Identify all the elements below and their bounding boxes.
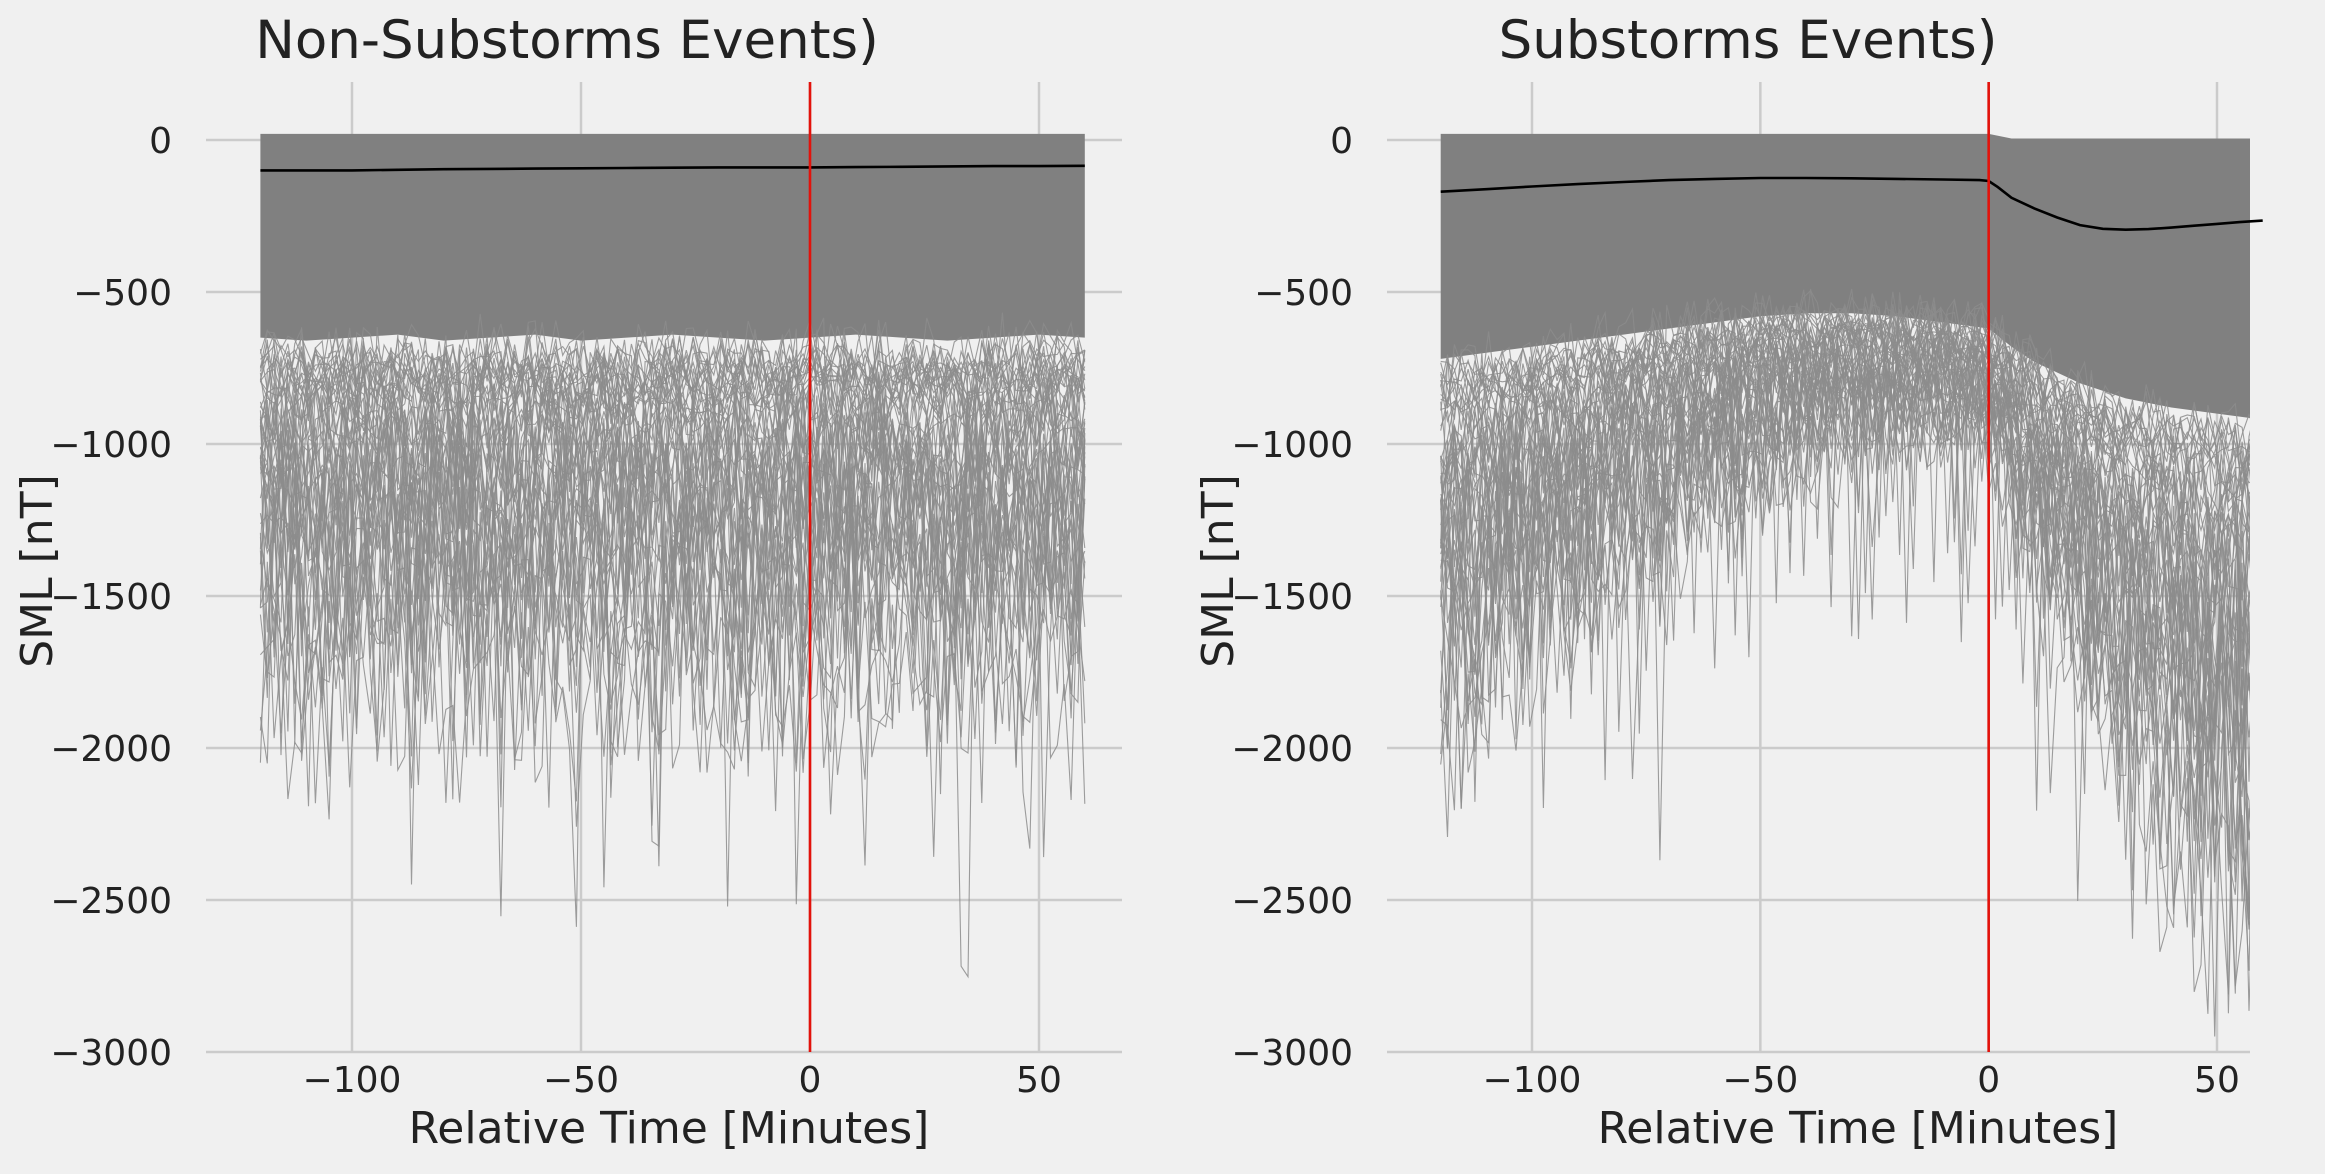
- sml-trace: [259, 431, 1086, 866]
- sml-trace: [1440, 330, 2250, 883]
- y-tick-label: 0: [1330, 121, 1353, 162]
- left-y-axis-label: SML [nT]: [12, 474, 63, 668]
- y-tick-label: −500: [73, 273, 172, 314]
- sml-trace: [1440, 330, 2250, 925]
- y-tick-label: −500: [1254, 273, 1353, 314]
- sml-trace: [1440, 292, 2250, 640]
- sml-trace: [1440, 346, 2250, 860]
- sml-trace: [1440, 296, 2250, 662]
- y-tick-label: −1500: [1231, 577, 1353, 618]
- sml-trace: [259, 444, 1086, 979]
- left-panel: 0−500−1000−1500−2000−2500−3000 −100 −50 0 5…: [12, 10, 1122, 1154]
- right-ytick-labels: 0 −500 −1000 −1500 −2000 −2500 −3000: [1231, 121, 1353, 1074]
- right-traces-layer: [1440, 288, 2250, 1037]
- x-tick-label: 0: [1977, 1060, 2000, 1101]
- sml-trace: [259, 327, 1086, 663]
- x-tick-label: −100: [1483, 1060, 1582, 1101]
- left-envelope-layer: [260, 133, 1085, 341]
- sml-trace: [259, 475, 1086, 849]
- x-tick-label: −50: [1722, 1060, 1798, 1101]
- x-tick-label: −100: [303, 1060, 402, 1101]
- sml-trace: [1440, 337, 2250, 792]
- sml-trace: [1440, 289, 2250, 583]
- y-tick-label: −2500: [1231, 881, 1353, 922]
- sml-trace: [259, 441, 1086, 820]
- trace-envelope: [1440, 133, 2250, 419]
- right-envelope-layer: [1440, 133, 2250, 419]
- left-xtick-labels: −100 −50 0 50: [303, 1060, 1062, 1101]
- y-tick-label: −1000: [1231, 425, 1353, 466]
- y-tick-label: −1500: [50, 577, 172, 618]
- sml-trace: [259, 335, 1086, 624]
- x-tick-label: −50: [543, 1060, 619, 1101]
- left-ytick-labels: 0 −500 −1000 −1500 −2000 −2500 −3000: [50, 121, 172, 1074]
- left-chart-title: Non-Substorms Events): [255, 10, 879, 71]
- sml-trace: [259, 442, 1086, 777]
- sml-trace: [259, 346, 1086, 485]
- sml-trace: [259, 417, 1086, 867]
- right-y-axis-label: SML [nT]: [1193, 474, 1244, 668]
- left-traces-layer: [259, 312, 1086, 979]
- x-tick-label: 0: [799, 1060, 822, 1101]
- left-x-axis-label: Relative Time [Minutes]: [409, 1103, 930, 1154]
- sml-trace: [259, 368, 1086, 619]
- sml-trace: [259, 430, 1086, 907]
- y-tick-label: 0: [149, 121, 172, 162]
- right-chart-title: Substorms Events): [1499, 10, 1998, 71]
- sml-trace: [1440, 332, 2250, 894]
- sml-trace: [1440, 310, 2250, 740]
- left-mean-layer: [260, 164, 1085, 172]
- sml-trace: [259, 344, 1086, 695]
- sml-trace: [259, 455, 1086, 780]
- sml-trace: [259, 392, 1086, 677]
- sml-trace: [260, 434, 1086, 917]
- x-tick-label: 50: [1016, 1060, 1062, 1101]
- sml-trace: [1440, 369, 2250, 911]
- sml-trace: [1440, 326, 2250, 648]
- y-tick-label: −1000: [50, 425, 172, 466]
- sml-trace: [260, 364, 1086, 639]
- trace-envelope: [260, 133, 1085, 341]
- y-tick-label: −2500: [50, 881, 172, 922]
- sml-trace: [1440, 348, 2250, 1037]
- right-panel: 0−500−1000−1500−2000−2500−3000 −100 −50 0 5…: [1193, 10, 2263, 1154]
- sml-trace: [1440, 301, 2250, 592]
- right-xtick-labels: −100 −50 0 50: [1483, 1060, 2240, 1101]
- sml-trace: [259, 358, 1086, 585]
- sml-trace: [1440, 349, 2250, 902]
- right-x-axis-label: Relative Time [Minutes]: [1598, 1103, 2119, 1154]
- y-tick-label: −3000: [1231, 1033, 1353, 1074]
- y-tick-label: −3000: [50, 1033, 172, 1074]
- sml-trace: [259, 362, 1086, 725]
- mean-sml-line: [260, 164, 1085, 172]
- y-tick-label: −2000: [1231, 729, 1353, 770]
- y-tick-label: −2000: [50, 729, 172, 770]
- x-tick-label: 50: [2194, 1060, 2240, 1101]
